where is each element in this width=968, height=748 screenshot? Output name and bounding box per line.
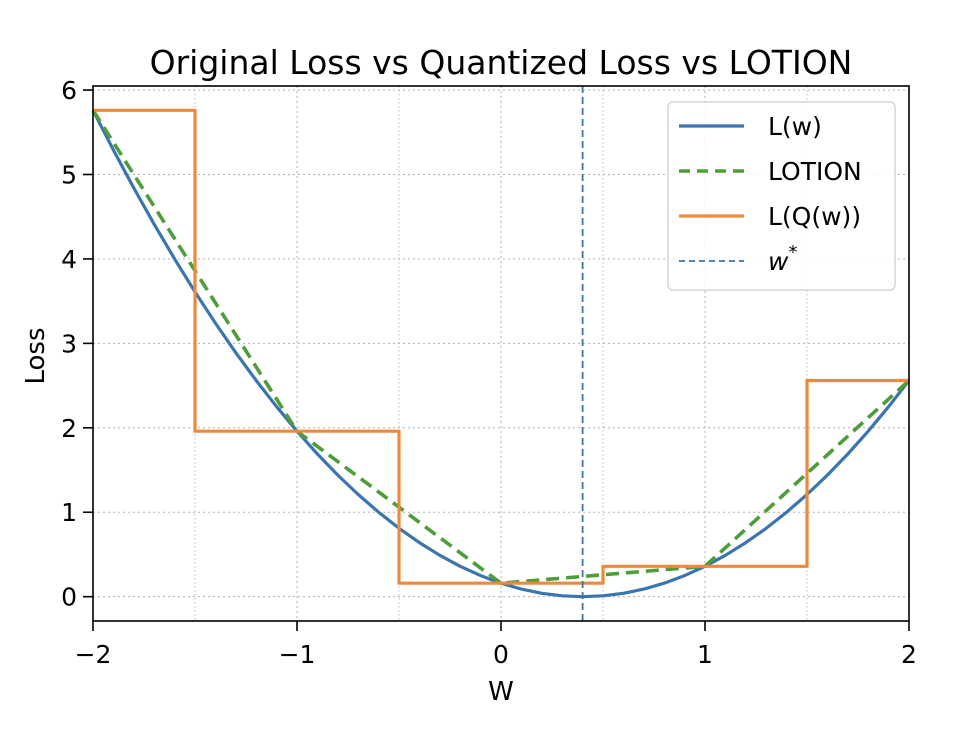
y-tick-label: 2	[61, 414, 77, 443]
legend-label: L(w)	[768, 112, 822, 141]
x-axis-label: W	[488, 677, 514, 707]
y-tick-label: 6	[61, 76, 77, 105]
legend-label-superscript: *	[788, 242, 797, 263]
legend-label: L(Q(w))	[768, 202, 861, 231]
x-tick-label: 1	[697, 640, 713, 669]
series-line-lotion	[91, 109, 911, 586]
series-group	[91, 86, 911, 621]
y-tick-label: 1	[61, 498, 77, 527]
legend-label: LOTION	[768, 157, 862, 186]
y-tick-label: 5	[61, 160, 77, 189]
series-line-l-q-w	[93, 108, 909, 585]
ticks: −2 −1 0 1 2 0 1 2 3 4 5 6	[61, 76, 917, 669]
y-tick-label: 0	[61, 583, 77, 612]
y-axis-label: Loss	[21, 327, 51, 384]
x-tick-label: 2	[901, 640, 917, 669]
legend-label-text: L(Q(w))	[768, 202, 861, 231]
chart-title: Original Loss vs Quantized Loss vs LOTIO…	[150, 43, 853, 82]
x-tick-label: 0	[493, 640, 509, 669]
legend-box	[667, 101, 896, 291]
legend-label-text: LOTION	[768, 157, 862, 186]
y-tick-label: 3	[61, 329, 77, 358]
x-tick-label: −1	[279, 640, 316, 669]
y-tick-label: 4	[61, 245, 77, 274]
legend-label-text: w	[768, 247, 789, 276]
x-tick-label: −2	[75, 640, 112, 669]
legend-label-text: L(w)	[768, 112, 822, 141]
legend: L(w) LOTION L(Q(w)) w*	[667, 101, 896, 291]
legend-label: w*	[768, 242, 797, 276]
